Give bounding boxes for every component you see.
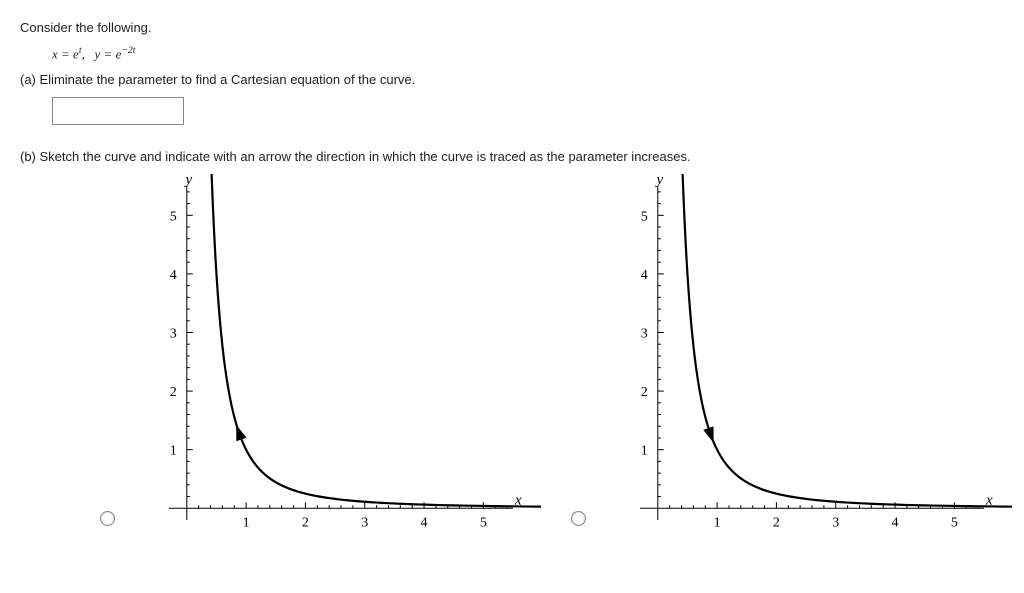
graph-option-2: 1234512345xy xyxy=(592,174,1012,554)
intro-text: Consider the following. xyxy=(20,20,1004,35)
svg-text:4: 4 xyxy=(170,268,177,283)
radio-option-2[interactable] xyxy=(571,511,586,526)
svg-text:1: 1 xyxy=(170,444,177,459)
svg-text:5: 5 xyxy=(641,210,648,225)
svg-text:1: 1 xyxy=(641,444,648,459)
svg-text:3: 3 xyxy=(832,516,839,531)
svg-text:5: 5 xyxy=(951,516,958,531)
radio-option-1[interactable] xyxy=(100,511,115,526)
part-a-text: (a) Eliminate the parameter to find a Ca… xyxy=(20,72,1004,87)
svg-text:4: 4 xyxy=(421,516,428,531)
svg-text:5: 5 xyxy=(170,210,177,225)
part-b-text: (b) Sketch the curve and indicate with a… xyxy=(20,149,1004,164)
svg-text:2: 2 xyxy=(773,516,780,531)
svg-text:2: 2 xyxy=(641,385,648,400)
svg-text:1: 1 xyxy=(243,516,250,531)
svg-text:y: y xyxy=(654,174,663,188)
svg-text:3: 3 xyxy=(361,516,368,531)
graph-choices: 1234512345xy 1234512345xy xyxy=(100,174,1004,554)
svg-text:3: 3 xyxy=(641,327,648,342)
svg-text:1: 1 xyxy=(714,516,721,531)
answer-input[interactable] xyxy=(52,97,184,125)
svg-text:5: 5 xyxy=(480,516,487,531)
svg-text:2: 2 xyxy=(170,385,177,400)
graph-option-1: 1234512345xy xyxy=(121,174,541,554)
param-equations: x = et, y = e−2t xyxy=(52,45,1004,62)
svg-text:4: 4 xyxy=(641,268,648,283)
svg-text:2: 2 xyxy=(302,516,309,531)
svg-text:4: 4 xyxy=(892,516,899,531)
svg-text:y: y xyxy=(183,174,192,188)
svg-text:3: 3 xyxy=(170,327,177,342)
